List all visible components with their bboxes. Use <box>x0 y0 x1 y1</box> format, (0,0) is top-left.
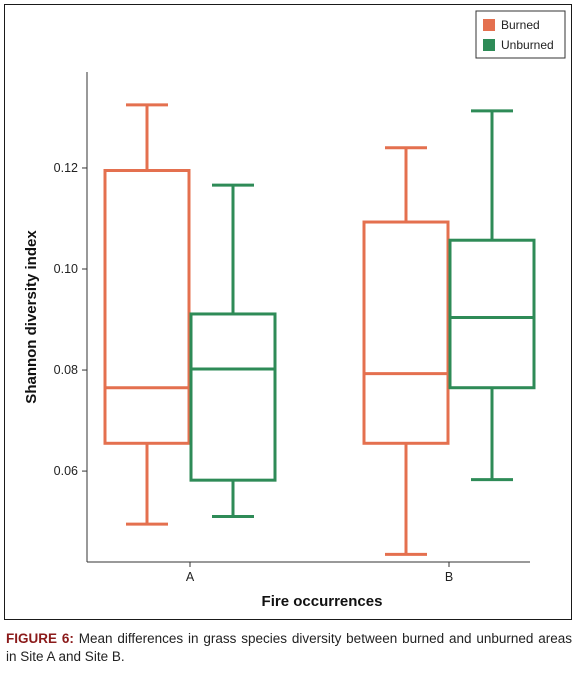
x-tick-label: B <box>445 570 453 584</box>
legend-swatch-burned <box>483 19 495 31</box>
y-axis-title: Shannon diversity index <box>23 230 40 404</box>
legend-label-burned: Burned <box>501 18 540 32</box>
caption-text: Mean differences in grass species divers… <box>6 631 572 664</box>
box-unburned-a <box>189 183 277 519</box>
y-tick-label: 0.10 <box>54 262 78 276</box>
figure-caption: FIGURE 6: Mean differences in grass spec… <box>6 630 572 666</box>
y-tick-label: 0.12 <box>54 161 78 175</box>
x-tick-label: A <box>186 570 195 584</box>
box-burned-a <box>103 103 191 526</box>
box-iqr <box>448 238 536 390</box>
box-unburned-b <box>448 109 536 482</box>
figure-frame <box>4 4 572 620</box>
box-burned-b <box>362 146 450 556</box>
legend-label-unburned: Unburned <box>501 38 554 52</box>
box-iqr <box>189 312 277 482</box>
y-tick-label: 0.06 <box>54 464 78 478</box>
box-iqr <box>103 169 191 445</box>
box-series <box>103 103 536 556</box>
caption-label: FIGURE 6: <box>6 631 74 646</box>
y-tick-label: 0.08 <box>54 363 78 377</box>
legend: Burned Unburned <box>475 10 566 59</box>
y-axis-ticks: 0.06 0.08 0.10 0.12 <box>54 161 87 478</box>
x-axis-title: Fire occurrences <box>262 593 383 610</box>
legend-swatch-unburned <box>483 39 495 51</box>
box-iqr <box>362 220 450 445</box>
